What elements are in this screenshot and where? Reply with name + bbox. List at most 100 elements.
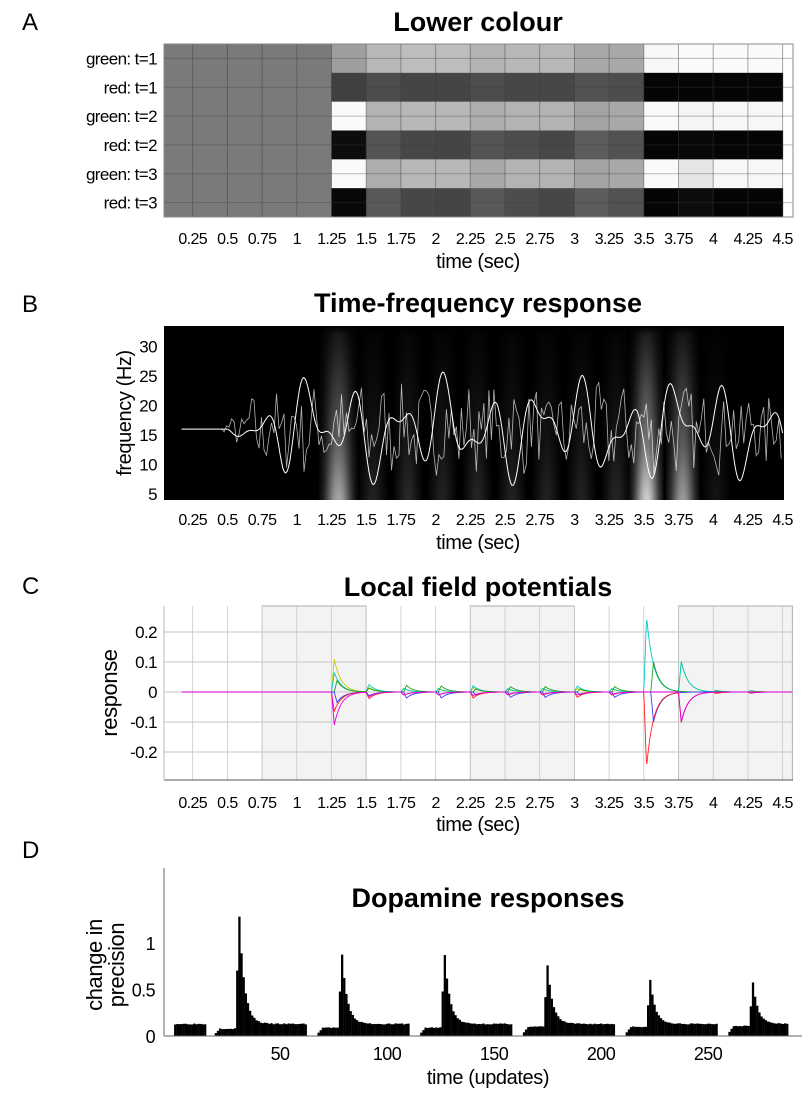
x-ticks-c: 0.25 0.5 0.75 1 1.25 1.5 1.75 2 2.25 2.5 2.75 3 3.25… xyxy=(178,795,794,812)
x-tick-label: 1.75 xyxy=(387,231,416,248)
bar xyxy=(336,1027,340,1036)
bar xyxy=(659,1018,663,1036)
bar xyxy=(715,1023,718,1036)
bar xyxy=(687,1024,690,1036)
bar xyxy=(728,1031,731,1036)
bar xyxy=(629,1027,633,1036)
bar xyxy=(533,1026,536,1036)
heatmap-cell xyxy=(366,159,402,189)
bar xyxy=(276,1023,280,1036)
chart-title-b: Time-frequency response xyxy=(314,288,642,318)
bar xyxy=(221,1029,224,1036)
bar xyxy=(381,1024,384,1036)
plot-frame-a xyxy=(163,43,794,218)
bar xyxy=(186,1024,190,1036)
heatmap-cell xyxy=(400,188,437,218)
x-ticks-b: 0.25 0.5 0.75 1 1.25 1.5 1.75 2 2.25 2.5 2.75 3 3.25… xyxy=(178,512,794,529)
x-tick-label: 3 xyxy=(570,231,579,248)
bar xyxy=(758,1012,761,1036)
heatmap-cell xyxy=(164,130,194,160)
bar xyxy=(642,1026,646,1036)
bar xyxy=(625,1032,628,1036)
bar xyxy=(709,1023,712,1036)
bar xyxy=(285,1024,288,1036)
x-tick-label: 1.25 xyxy=(317,795,346,812)
panel-d: D Dopamine responses 00.51 50 100 150 200 25… xyxy=(22,837,802,1089)
bar xyxy=(473,1023,476,1036)
bar xyxy=(634,1026,637,1036)
panel-b: B Time-frequency response 5 10 15 20 25 30 0.… xyxy=(22,288,794,554)
bar xyxy=(527,1027,530,1036)
bar xyxy=(689,1023,693,1036)
x-tick-label: 3.5 xyxy=(634,231,655,248)
bar xyxy=(274,1023,277,1036)
heatmap-cell xyxy=(470,130,506,160)
x-tick-label: 2.75 xyxy=(525,231,554,248)
bar xyxy=(546,965,549,1036)
bar xyxy=(529,1026,532,1036)
y-tick-label: 0.2 xyxy=(135,623,157,642)
smooth-trace xyxy=(181,371,784,486)
bar xyxy=(319,1030,322,1036)
heatmap-cell xyxy=(435,188,471,218)
bar xyxy=(702,1024,705,1036)
x-tick-label: 1 xyxy=(293,795,302,812)
heatmap-cell xyxy=(366,101,402,131)
bar xyxy=(685,1024,688,1036)
bar xyxy=(253,1017,256,1036)
bar xyxy=(486,1024,489,1036)
heatmap-cell xyxy=(366,44,402,74)
heatmap-cell xyxy=(539,130,575,160)
bar xyxy=(261,1023,265,1036)
bar xyxy=(246,1003,250,1036)
bar xyxy=(445,978,449,1036)
power-blob xyxy=(328,330,349,500)
heatmap-cell xyxy=(192,44,228,74)
bar xyxy=(768,1022,772,1036)
bar xyxy=(456,1018,459,1036)
bar xyxy=(370,1024,374,1036)
bar xyxy=(542,1026,545,1036)
bar xyxy=(783,1023,787,1036)
y-tick-label: 30 xyxy=(139,338,157,357)
x-tick-label: 4 xyxy=(709,231,718,248)
bar xyxy=(180,1024,183,1036)
heatmap-cell xyxy=(678,72,714,103)
heatmap-cell xyxy=(262,159,298,189)
x-tick-label: 4.5 xyxy=(772,231,793,248)
heatmap-cell xyxy=(713,159,749,189)
bar xyxy=(734,1025,738,1036)
bar xyxy=(268,1023,271,1036)
x-ticks-d: 50 100 150 200 250 xyxy=(271,1044,724,1064)
bar xyxy=(385,1023,389,1036)
x-tick-label: 0.75 xyxy=(248,231,277,248)
heatmap-cell xyxy=(400,101,437,131)
heatmap-cell xyxy=(678,44,714,74)
heatmap-cell xyxy=(505,188,541,218)
bar xyxy=(242,977,245,1036)
heatmap-cell xyxy=(227,101,263,131)
x-tick-label: 2 xyxy=(431,512,440,529)
y-tick-label: 0 xyxy=(146,1027,156,1047)
bar xyxy=(747,1025,750,1036)
bar xyxy=(392,1024,395,1036)
heatmap-cell xyxy=(227,72,263,103)
heatmap-cell xyxy=(192,72,228,103)
bar xyxy=(394,1023,397,1036)
bar xyxy=(706,1023,710,1036)
x-tick-label: 4 xyxy=(709,795,718,812)
shaded-interval xyxy=(261,605,367,781)
bar xyxy=(321,1027,325,1036)
y-axis-label-c: response xyxy=(97,649,122,736)
bar xyxy=(781,1023,785,1036)
x-tick-label: 0.75 xyxy=(248,795,277,812)
heatmap-cell xyxy=(227,188,263,218)
bar xyxy=(278,1024,282,1036)
bar xyxy=(201,1024,205,1036)
heatmap-cell xyxy=(643,188,679,218)
x-tick-label: 2.25 xyxy=(456,512,485,529)
heatmap-cell xyxy=(435,130,471,160)
bar xyxy=(349,1011,352,1036)
heatmap-cell xyxy=(470,101,506,131)
bar xyxy=(627,1029,631,1036)
